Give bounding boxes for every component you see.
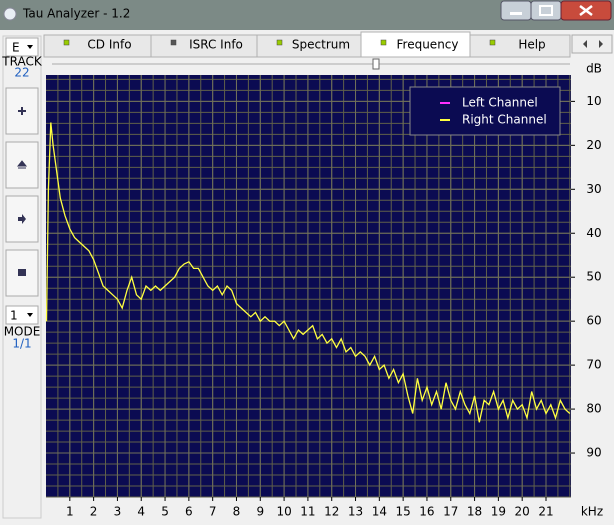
slider-thumb[interactable] [372, 58, 380, 70]
tab-bar: CD Info ISRC Info Spectrum Frequency Help [43, 31, 613, 58]
x-tick-label: 6 [185, 505, 193, 519]
x-tick-label: 12 [324, 505, 339, 519]
x-tick-label: 10 [276, 505, 291, 519]
tab-label: Help [518, 38, 545, 52]
y-tick-label: 50 [586, 270, 601, 284]
y-tick-label: 70 [586, 358, 601, 372]
mode-select-value: 1 [10, 309, 18, 323]
x-tick-label: 2 [90, 505, 98, 519]
stop-icon [18, 269, 26, 276]
plus-icon [18, 107, 26, 115]
y-tick-label: 90 [586, 446, 601, 460]
plot: 1 2 3 4 5 6 7 8 9 10 11 12 13 14 15 16 17 18 19 20 211020304… [45, 62, 603, 519]
dropdown-arrow [27, 313, 33, 317]
dropdown-arrow [27, 45, 33, 49]
mode-value: 1/1 [12, 337, 31, 351]
legend-label: Right Channel [462, 113, 547, 127]
app-icon [3, 7, 17, 21]
mode-label: MODE [4, 325, 41, 339]
tab-label: CD Info [87, 38, 131, 52]
x-tick-label: 8 [233, 505, 241, 519]
x-tick-label: 5 [161, 505, 169, 519]
x-tick-label: 13 [348, 505, 363, 519]
x-tick-label: 16 [419, 505, 434, 519]
drive-letter: E [12, 41, 20, 55]
y-tick-label: 20 [586, 138, 601, 152]
x-tick-label: 14 [372, 505, 387, 519]
track-label: TRACK [1, 55, 43, 69]
mode-select[interactable] [5, 305, 39, 325]
y-tick-label: 30 [586, 182, 601, 196]
x-tick-label: 19 [491, 505, 506, 519]
close-icon [579, 5, 593, 16]
window-title: Tau Analyzer - 1.2 [22, 7, 130, 21]
plot-area [46, 75, 571, 497]
x-tick-label: 11 [300, 505, 315, 519]
tab-label: Frequency [397, 38, 459, 52]
tab-scroll-arrows [583, 40, 603, 48]
eject-icon [16, 160, 28, 169]
tab-label: ISRC Info [189, 38, 243, 52]
x-tick-label: 9 [256, 505, 264, 519]
x-tick-label: 4 [137, 505, 145, 519]
x-tick-label: 21 [538, 505, 553, 519]
track-number: 22 [14, 66, 29, 80]
x-tick-label: 3 [114, 505, 122, 519]
tab-icon [170, 39, 177, 46]
legend-box [409, 86, 561, 136]
x-axis-label: kHz [581, 505, 603, 519]
minimize-button[interactable] [500, 0, 532, 21]
x-tick-label: 18 [467, 505, 482, 519]
maximize-icon [539, 5, 553, 16]
y-tick-label: 60 [586, 314, 601, 328]
x-tick-label: 20 [515, 505, 530, 519]
tab-icon [276, 39, 283, 46]
y-tick-label: 10 [586, 94, 601, 108]
tab-icon [63, 39, 70, 46]
x-tick-label: 7 [209, 505, 217, 519]
x-tick-label: 17 [443, 505, 458, 519]
x-tick-label: 15 [396, 505, 411, 519]
y-tick-label: 80 [586, 402, 601, 416]
play-icon [18, 214, 26, 224]
tab-scroll[interactable] [571, 34, 613, 54]
y-tick-label: 40 [586, 226, 601, 240]
play-button[interactable] [5, 195, 39, 243]
legend-label: Left Channel [462, 96, 538, 110]
y-axis-label: dB [586, 62, 602, 76]
maximize-button[interactable] [530, 0, 562, 21]
x-tick-label: 1 [66, 505, 74, 519]
tab-icon [489, 39, 496, 46]
drive-select[interactable] [5, 37, 39, 57]
tab-label: Spectrum [292, 38, 350, 52]
minimize-icon [510, 12, 522, 15]
tab-icon [380, 39, 387, 46]
data-line [45, 122, 571, 423]
